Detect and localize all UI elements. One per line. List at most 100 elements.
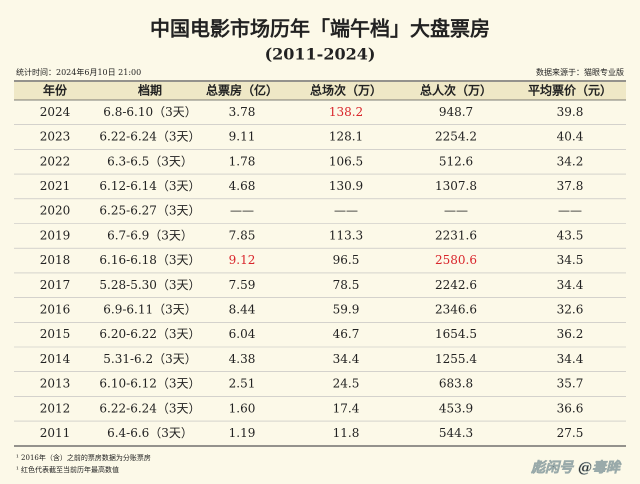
cell: 2242.6: [435, 278, 477, 292]
cell: 9.12: [229, 253, 256, 267]
cell: 2020: [40, 204, 71, 218]
cell: 6.7-6.9（3天）: [107, 228, 193, 242]
cell: 2254.2: [435, 130, 477, 144]
cell: 96.5: [333, 253, 360, 267]
cell: 4.38: [229, 352, 256, 366]
cell: 544.3: [439, 426, 473, 440]
cell: 1.19: [229, 426, 256, 440]
cell: 8.44: [229, 302, 256, 316]
cell: 6.4-6.6（3天）: [107, 426, 193, 440]
cell: 37.8: [557, 179, 584, 193]
cell: ——: [230, 204, 254, 218]
cell: 40.4: [557, 130, 584, 144]
footnote: ¹ 2016年（含）之前的票房数据为分账票房: [16, 453, 151, 462]
title: 中国电影市场历年「端午档」大盘票房: [150, 17, 490, 41]
column-header: 档期: [138, 83, 162, 98]
header-band: [14, 82, 626, 100]
watermark: 彪闲号 @毒眸: [531, 459, 622, 476]
cell: 2023: [40, 130, 71, 144]
cell: 2.51: [229, 377, 256, 391]
cell: 3.78: [229, 105, 256, 119]
column-header: 年份: [43, 83, 68, 98]
column-header: 平均票价（元）: [528, 83, 612, 98]
cell: 2024: [40, 105, 71, 119]
cell: 24.5: [333, 377, 360, 391]
cell: 11.8: [333, 426, 360, 440]
cell: 6.22-6.24（3天）: [99, 130, 200, 144]
cell: 453.9: [439, 401, 473, 415]
footnote: ¹ 红色代表截至当前历年最高数值: [16, 465, 119, 474]
cell: 2019: [40, 228, 71, 242]
cell: 35.7: [557, 377, 584, 391]
cell: 1307.8: [435, 179, 477, 193]
cell: 9.11: [229, 130, 256, 144]
cell: 2011: [40, 426, 71, 440]
cell: 683.8: [439, 377, 473, 391]
cell: 34.4: [333, 352, 360, 366]
cell: 7.59: [229, 278, 256, 292]
cell: 5.28-5.30（3天）: [99, 278, 200, 292]
cell: ——: [334, 204, 358, 218]
cell: 34.4: [557, 352, 584, 366]
column-header: 总票房（亿）: [206, 83, 278, 98]
cell: 2016: [40, 302, 71, 316]
cell: 39.8: [557, 105, 584, 119]
cell: 27.5: [557, 426, 584, 440]
cell: 113.3: [329, 228, 363, 242]
cell: 6.16-6.18（3天）: [99, 253, 200, 267]
cell: 43.5: [557, 228, 584, 242]
cell: 130.9: [329, 179, 363, 193]
cell: 6.22-6.24（3天）: [99, 401, 200, 415]
cell: 36.2: [557, 327, 584, 341]
cell: 6.04: [229, 327, 256, 341]
subtitle: (2011-2024): [265, 45, 376, 64]
cell: ——: [558, 204, 582, 218]
cell: 59.9: [333, 302, 360, 316]
cell: 2346.6: [435, 302, 477, 316]
cell: 5.31-6.2（3天）: [103, 352, 197, 366]
cell: 6.8-6.10（3天）: [103, 105, 197, 119]
cell: 2015: [40, 327, 71, 341]
source: 数据来源于：猫眼专业版: [536, 67, 624, 77]
cell: 6.3-6.5（3天）: [107, 154, 193, 168]
cell: 6.12-6.14（3天）: [99, 179, 200, 193]
cell: 32.6: [557, 302, 584, 316]
cell: 36.6: [557, 401, 584, 415]
stat-time: 统计时间：2024年6月10日 21:00: [16, 67, 141, 77]
cell: 2017: [40, 278, 71, 292]
cell: 6.10-6.12（3天）: [99, 377, 200, 391]
cell: 1255.4: [435, 352, 477, 366]
cell: 2022: [40, 154, 71, 168]
cell: 138.2: [329, 105, 363, 119]
cell: 6.9-6.11（3天）: [103, 302, 197, 316]
cell: 106.5: [329, 154, 363, 168]
cell: 17.4: [333, 401, 360, 415]
cell: 1654.5: [435, 327, 477, 341]
cell: 78.5: [333, 278, 360, 292]
cell: 7.85: [229, 228, 256, 242]
cell: 512.6: [439, 154, 473, 168]
cell: 2018: [40, 253, 71, 267]
cell: 34.2: [557, 154, 584, 168]
cell: 948.7: [439, 105, 473, 119]
cell: 34.4: [557, 278, 584, 292]
cell: 1.78: [229, 154, 256, 168]
cell: 34.5: [557, 253, 584, 267]
column-header: 总场次（万）: [310, 83, 382, 98]
cell: 2014: [40, 352, 71, 366]
cell: 6.25-6.27（3天）: [99, 204, 200, 218]
cell: 6.20-6.22（3天）: [99, 327, 200, 341]
cell: 2013: [40, 377, 71, 391]
cell: 1.60: [229, 401, 256, 415]
column-header: 总人次（万）: [420, 83, 492, 98]
cell: 128.1: [329, 130, 363, 144]
cell: 2021: [40, 179, 71, 193]
cell: 4.68: [229, 179, 256, 193]
cell: 2012: [40, 401, 71, 415]
cell: ——: [444, 204, 468, 218]
cell: 2231.6: [435, 228, 477, 242]
cell: 2580.6: [435, 253, 477, 267]
cell: 46.7: [333, 327, 360, 341]
